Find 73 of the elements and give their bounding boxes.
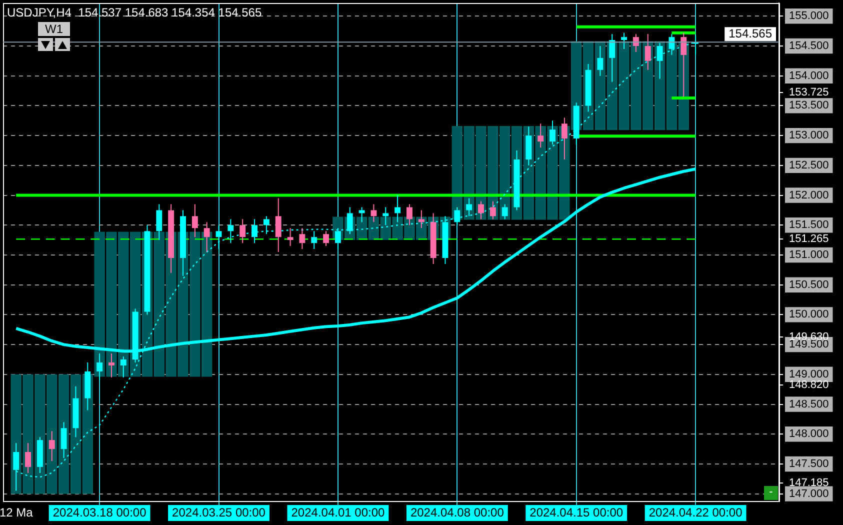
y-tick-label: 152.000 (789, 189, 829, 202)
candlestick (538, 123, 544, 148)
y-tick-label: 154.500 (789, 40, 829, 52)
x-tick-label: 2024.03.18 00:00 (52, 505, 147, 520)
candlestick (252, 218, 258, 244)
candlestick (156, 204, 162, 241)
y-tick-label: 153.725 (789, 86, 829, 98)
candlestick (644, 34, 651, 70)
candlestick (406, 204, 412, 226)
candlestick (358, 206, 365, 223)
y-tick-label: 151.265 (789, 233, 829, 246)
candlestick (287, 228, 294, 247)
x-tick-label: 12 Ma (0, 505, 34, 520)
timeframe-button: W1 (38, 22, 70, 52)
candlestick (597, 45, 604, 76)
candlestick (240, 218, 246, 244)
candlestick (680, 32, 687, 98)
candlestick (311, 230, 318, 250)
x-tick-label: 2024.04.22 00:00 (648, 505, 743, 520)
candlestick (275, 198, 282, 252)
candlestick (323, 230, 330, 247)
candlestick (192, 204, 198, 238)
y-tick-label: 148.820 (789, 379, 829, 392)
y-tick-label: 153.500 (789, 100, 829, 112)
x-tick-label: 2024.04.08 00:00 (410, 505, 504, 520)
candlestick (334, 228, 341, 250)
candlestick (454, 206, 460, 226)
candlestick (418, 210, 424, 229)
candlestick (204, 222, 210, 252)
candlestick (60, 422, 67, 459)
candlestick (96, 353, 103, 381)
candlestick (108, 353, 114, 378)
candlestick (478, 200, 484, 220)
candlestick (609, 34, 616, 82)
candlestick (632, 34, 639, 52)
ref-line-label: 154.565 (728, 26, 772, 40)
y-tick-label: 147.185 (789, 476, 829, 489)
candlestick (561, 117, 568, 160)
candlestick (621, 32, 628, 50)
candlestick (25, 442, 32, 474)
y-tick-label: 150.000 (789, 308, 829, 321)
y-tick-label: 152.500 (789, 159, 829, 172)
y-tick-label: 147.500 (789, 458, 829, 470)
candlestick (466, 198, 472, 217)
y-tick-label: 148.000 (789, 428, 829, 440)
candlestick (346, 206, 353, 235)
candlestick (382, 206, 389, 226)
candlestick (394, 194, 401, 223)
y-tick-label: 150.500 (789, 278, 829, 291)
y-tick-label: 153.000 (789, 130, 829, 142)
y-tick-label: 148.500 (789, 398, 829, 410)
y-tick-label: 151.000 (789, 249, 829, 262)
candlestick (550, 120, 556, 146)
y-tick-label: 154.000 (789, 70, 829, 82)
candlestick (502, 204, 508, 220)
candlestick (48, 430, 55, 462)
y-tick-label: 149.000 (789, 368, 829, 380)
candlestick (120, 356, 126, 378)
annotation: W1 (38, 22, 70, 36)
candlestick (263, 216, 270, 235)
y-tick-label: 155.000 (789, 10, 829, 22)
candlestick (216, 224, 222, 250)
x-tick-label: 2024.04.01 00:00 (291, 505, 385, 520)
x-tick-label: 2024.03.25 00:00 (172, 505, 266, 520)
y-tick-label: 151.500 (789, 219, 829, 232)
minus-button: - (764, 486, 778, 500)
candlestick (370, 204, 377, 223)
candlestick (526, 126, 532, 166)
x-tick-label: 2024.04.15 00:00 (530, 505, 624, 520)
y-tick-label: 147.000 (789, 488, 829, 500)
candlestick (490, 200, 496, 220)
candlestick (299, 228, 306, 250)
candlestick (228, 218, 234, 244)
